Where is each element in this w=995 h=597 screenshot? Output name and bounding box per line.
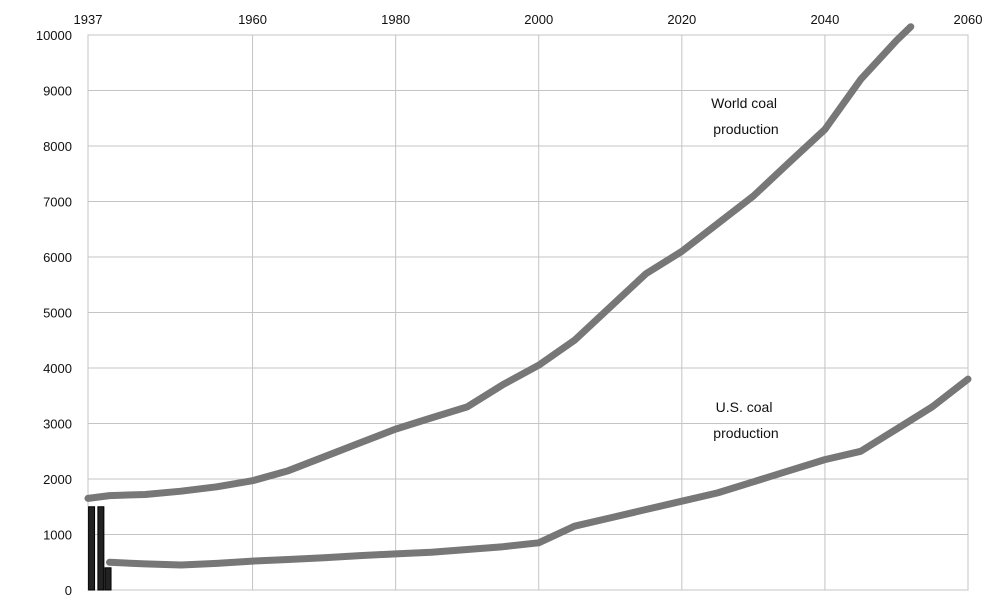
x-tick-label: 2040	[810, 12, 839, 27]
world-coal-line	[84, 23, 915, 502]
us-series-label: U.S. coal production	[713, 399, 778, 441]
x-tick-label: 2060	[954, 12, 983, 27]
y-tick-label: 10000	[36, 28, 72, 43]
x-tick-label: 1980	[381, 12, 410, 27]
y-tick-label: 4000	[43, 361, 72, 376]
production-bar	[104, 567, 112, 591]
world-series-label: World coal production	[711, 95, 781, 137]
series-lines	[84, 23, 972, 569]
y-tick-label: 2000	[43, 472, 72, 487]
x-tick-label: 1937	[74, 12, 103, 27]
y-tick-label: 3000	[43, 417, 72, 432]
early-production-bars	[88, 506, 112, 591]
us-coal-line	[106, 375, 972, 569]
x-tick-label: 1960	[238, 12, 267, 27]
x-tick-label: 2000	[524, 12, 553, 27]
x-tick-label: 2020	[667, 12, 696, 27]
y-axis-ticks: 0 1000 2000 3000 4000 5000 6000 7000 8000 9000 100…	[36, 28, 72, 597]
y-tick-label: 6000	[43, 250, 72, 265]
y-tick-label: 8000	[43, 139, 72, 154]
y-tick-label: 9000	[43, 84, 72, 99]
production-bar	[88, 506, 96, 591]
y-tick-label: 0	[65, 583, 72, 597]
y-tick-label: 7000	[43, 195, 72, 210]
y-tick-label: 5000	[43, 306, 72, 321]
x-axis-ticks: 1937 1960 1980 2000 2020 2040 2060	[74, 12, 983, 27]
y-tick-label: 1000	[43, 528, 72, 543]
production-bar	[97, 506, 105, 591]
